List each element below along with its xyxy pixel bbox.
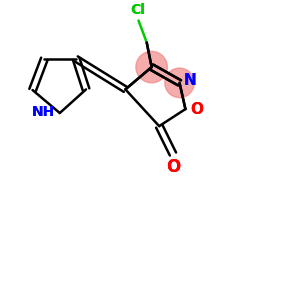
Text: Cl: Cl bbox=[130, 3, 145, 16]
Circle shape bbox=[136, 51, 167, 83]
Circle shape bbox=[165, 68, 194, 98]
Text: N: N bbox=[184, 74, 196, 88]
Text: N: N bbox=[184, 74, 196, 88]
Text: O: O bbox=[190, 102, 203, 117]
Text: O: O bbox=[166, 158, 180, 176]
Text: O: O bbox=[166, 158, 180, 176]
Text: NH: NH bbox=[32, 105, 55, 119]
Text: O: O bbox=[190, 102, 203, 117]
Text: NH: NH bbox=[32, 105, 55, 119]
Text: Cl: Cl bbox=[130, 3, 145, 16]
